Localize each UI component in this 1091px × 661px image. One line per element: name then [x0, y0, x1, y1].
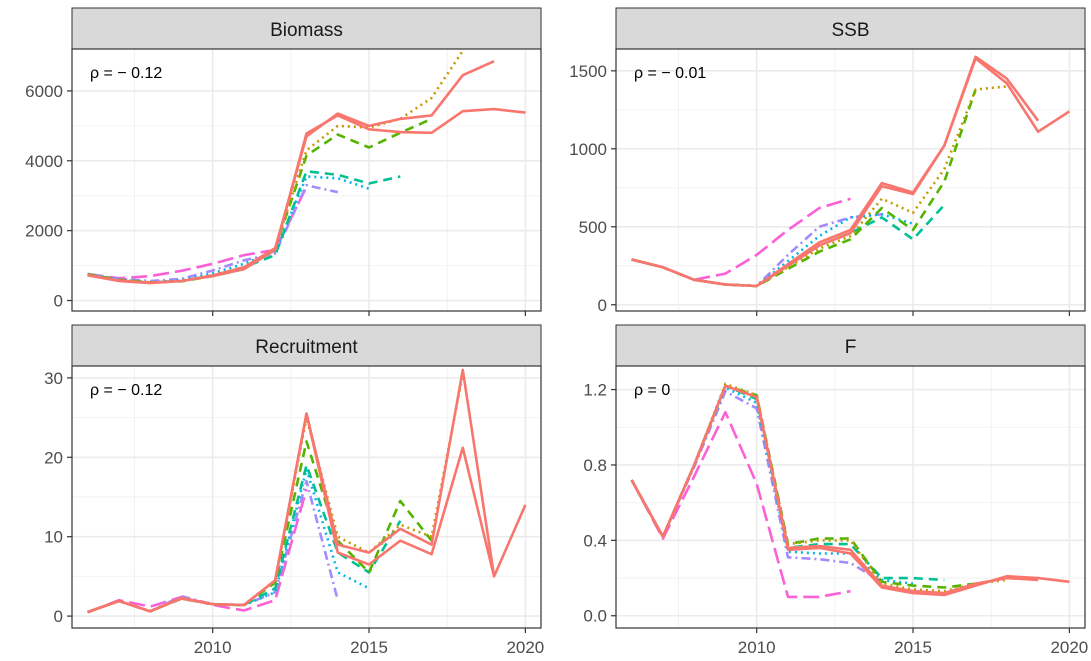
x-tick-label: 2015	[894, 638, 932, 657]
series-line-3	[630, 382, 1007, 593]
rho-annotation: ρ = − 0.01	[634, 65, 706, 82]
x-tick-label: 2010	[194, 638, 232, 657]
panel-recruitment: Recruitment ρ = − 0.12 0 10 20 30 2010 2015 2020	[44, 324, 544, 657]
panel-border	[615, 48, 1086, 312]
series-line-8	[630, 410, 851, 599]
panel-biomass: Biomass ρ = − 0.12 0 2000 4000 6000	[25, 7, 542, 316]
panel-border	[71, 48, 542, 312]
gridlines	[616, 49, 1085, 311]
panel-border	[71, 365, 542, 629]
y-tick-label: 0.8	[583, 456, 607, 475]
y-tick-label: 0	[54, 607, 63, 626]
series-group	[87, 49, 526, 285]
series-line-4	[630, 384, 976, 589]
series-line-7	[87, 183, 339, 283]
rho-annotation: ρ = 0	[634, 382, 670, 399]
y-tick-label: 1000	[569, 140, 607, 159]
strip-title: F	[845, 337, 857, 358]
rho-annotation: ρ = − 0.12	[90, 65, 162, 82]
strip-title: Biomass	[270, 20, 343, 41]
panel-border	[615, 365, 1086, 629]
y-tick-label: 500	[579, 218, 607, 237]
panel-background	[616, 366, 1085, 628]
strip-background	[615, 7, 1086, 50]
series-group	[631, 55, 1071, 288]
panel-background	[72, 49, 541, 311]
series-line-1	[87, 412, 527, 614]
y-tick-label: 0.4	[583, 531, 607, 550]
strip-title: SSB	[831, 20, 869, 41]
y-tick-label: 2000	[25, 222, 63, 241]
series-line-3	[631, 85, 1007, 288]
strip-title: Recruitment	[255, 337, 358, 358]
gridlines	[72, 49, 541, 311]
series-line-1	[631, 57, 1071, 288]
x-tick-label: 2020	[506, 638, 544, 657]
y-tick-label: 30	[44, 369, 63, 388]
y-tick-label: 20	[44, 448, 63, 467]
strip-background	[615, 324, 1086, 367]
x-tick-label: 2015	[350, 638, 388, 657]
series-line-5	[630, 384, 945, 582]
x-tick-label: 2010	[738, 638, 776, 657]
panel-f: Fρ = 0 0.0 0.4 0.8 1.2 2010 2015 2020	[583, 324, 1088, 657]
y-tick-label: 0.0	[583, 607, 607, 626]
y-tick-label: 1.2	[583, 381, 607, 400]
y-tick-label: 6000	[25, 82, 63, 101]
strip-background	[71, 324, 542, 367]
y-tick-label: 4000	[25, 152, 63, 171]
y-tick-label: 0	[54, 292, 63, 311]
panel-background	[616, 49, 1085, 311]
y-tick-label: 10	[44, 528, 63, 547]
y-tick-label: 1500	[569, 62, 607, 81]
gridlines	[616, 366, 1085, 628]
strip-background	[71, 7, 542, 50]
panel-ssb: SSB ρ = − 0.01 0 500 1000 1500	[569, 7, 1086, 316]
y-tick-label: 0	[598, 296, 607, 315]
series-group	[87, 368, 527, 614]
x-tick-label: 2020	[1050, 638, 1088, 657]
series-line-6	[87, 175, 370, 284]
series-line-1	[87, 107, 526, 285]
series-line-1	[630, 384, 1070, 597]
series-group	[630, 382, 1070, 599]
rho-annotation: ρ = − 0.12	[90, 382, 162, 399]
